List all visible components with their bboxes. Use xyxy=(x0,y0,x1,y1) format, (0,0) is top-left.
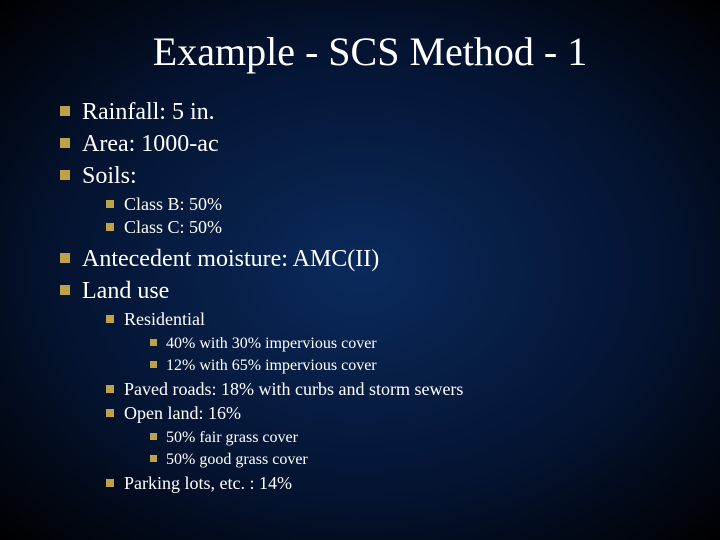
bullet-icon xyxy=(60,170,70,180)
bullet-icon xyxy=(106,200,114,208)
item-text: 50% fair grass cover xyxy=(166,429,298,446)
item-text: Residential xyxy=(124,309,205,329)
bullet-icon xyxy=(106,315,114,323)
slide-title: Example - SCS Method - 1 xyxy=(60,28,680,75)
bullet-list-lvl2: Class B: 50% Class C: 50% xyxy=(106,193,680,240)
list-item: 50% good grass cover xyxy=(150,449,680,471)
bullet-icon xyxy=(106,385,114,393)
list-item: 40% with 30% impervious cover xyxy=(150,333,680,355)
bullet-icon xyxy=(60,253,70,263)
bullet-icon xyxy=(60,106,70,116)
item-text: Land use xyxy=(82,278,169,304)
bullet-icon xyxy=(150,361,157,368)
list-item: Antecedent moisture: AMC(II) xyxy=(60,244,680,274)
list-item: Class B: 50% xyxy=(106,193,680,216)
list-item: 12% with 65% impervious cover xyxy=(150,355,680,377)
slide: Example - SCS Method - 1 Rainfall: 5 in.… xyxy=(0,0,720,540)
bullet-icon xyxy=(150,455,157,462)
list-item: Rainfall: 5 in. xyxy=(60,97,680,127)
item-text: Class B: 50% xyxy=(124,194,222,214)
bullet-icon xyxy=(60,285,70,295)
list-item: Paved roads: 18% with curbs and storm se… xyxy=(106,378,680,401)
bullet-list-lvl3: 40% with 30% impervious cover 12% with 6… xyxy=(150,333,680,376)
list-item: Land use Residential 40% with 30% imperv… xyxy=(60,276,680,496)
item-text: Paved roads: 18% with curbs and storm se… xyxy=(124,379,463,399)
item-text: Parking lots, etc. : 14% xyxy=(124,473,292,493)
item-text: Class C: 50% xyxy=(124,217,222,237)
list-item: Class C: 50% xyxy=(106,216,680,239)
list-item: Area: 1000-ac xyxy=(60,129,680,159)
item-text: 50% good grass cover xyxy=(166,451,308,468)
bullet-list-lvl3: 50% fair grass cover 50% good grass cove… xyxy=(150,427,680,470)
item-text: 40% with 30% impervious cover xyxy=(166,335,377,352)
bullet-list-lvl2: Residential 40% with 30% impervious cove… xyxy=(106,308,680,496)
list-item: 50% fair grass cover xyxy=(150,427,680,449)
item-text: Area: 1000-ac xyxy=(82,131,219,157)
item-text: Open land: 16% xyxy=(124,403,241,423)
bullet-icon xyxy=(106,409,114,417)
bullet-icon xyxy=(150,433,157,440)
item-text: 12% with 65% impervious cover xyxy=(166,357,377,374)
item-text: Antecedent moisture: AMC(II) xyxy=(82,246,379,272)
list-item: Residential 40% with 30% impervious cove… xyxy=(106,308,680,377)
bullet-icon xyxy=(60,138,70,148)
list-item: Parking lots, etc. : 14% xyxy=(106,472,680,495)
bullet-icon xyxy=(106,479,114,487)
bullet-icon xyxy=(106,223,114,231)
list-item: Open land: 16% 50% fair grass cover 50% … xyxy=(106,402,680,471)
item-text: Rainfall: 5 in. xyxy=(82,99,215,125)
list-item: Soils: Class B: 50% Class C: 50% xyxy=(60,161,680,240)
item-text: Soils: xyxy=(82,163,137,189)
bullet-icon xyxy=(150,339,157,346)
bullet-list-lvl1: Rainfall: 5 in. Area: 1000-ac Soils: Cla… xyxy=(60,97,680,496)
